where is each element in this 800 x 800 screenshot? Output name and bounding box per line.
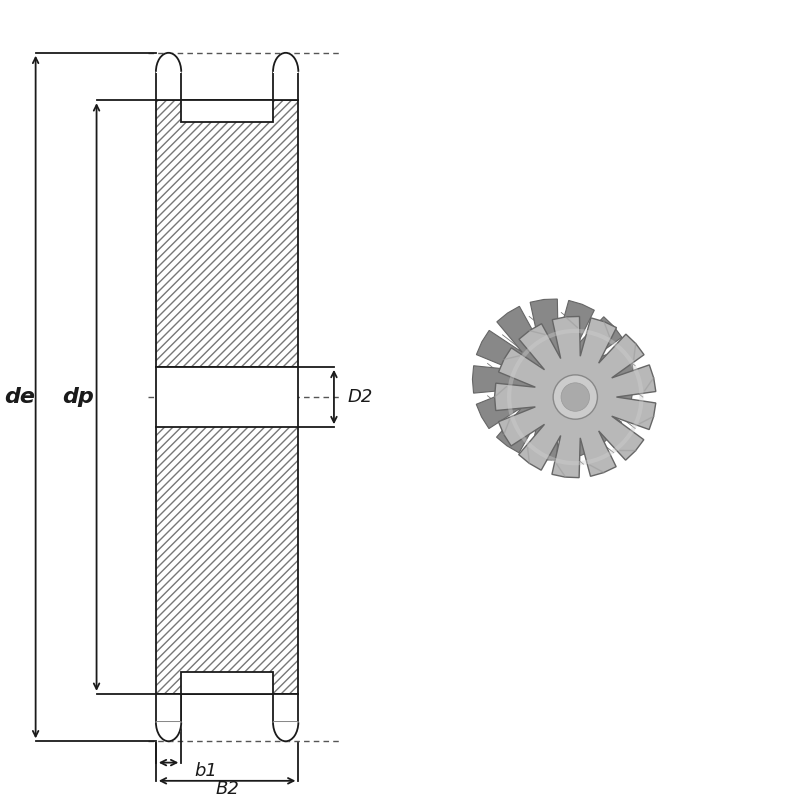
Bar	[156, 100, 298, 367]
Bar	[156, 427, 298, 694]
Bar	[156, 427, 298, 694]
Text: D2: D2	[347, 388, 373, 406]
Circle shape	[533, 359, 574, 400]
Polygon shape	[156, 53, 182, 72]
Polygon shape	[494, 317, 656, 478]
Bar	[156, 100, 298, 367]
Polygon shape	[273, 722, 298, 742]
Bar	[273, 72, 298, 100]
Circle shape	[553, 375, 598, 419]
Bar	[156, 367, 298, 427]
Polygon shape	[273, 53, 298, 72]
Text: b1: b1	[194, 762, 217, 779]
Text: B2: B2	[215, 780, 239, 798]
Polygon shape	[473, 299, 634, 460]
Bar	[273, 694, 298, 722]
Bar	[182, 672, 273, 694]
Circle shape	[561, 382, 590, 411]
Bar	[182, 100, 273, 122]
Bar	[156, 694, 182, 722]
Text: de: de	[4, 387, 35, 407]
Bar	[156, 72, 182, 100]
Text: dp: dp	[62, 387, 94, 407]
Polygon shape	[156, 722, 182, 742]
